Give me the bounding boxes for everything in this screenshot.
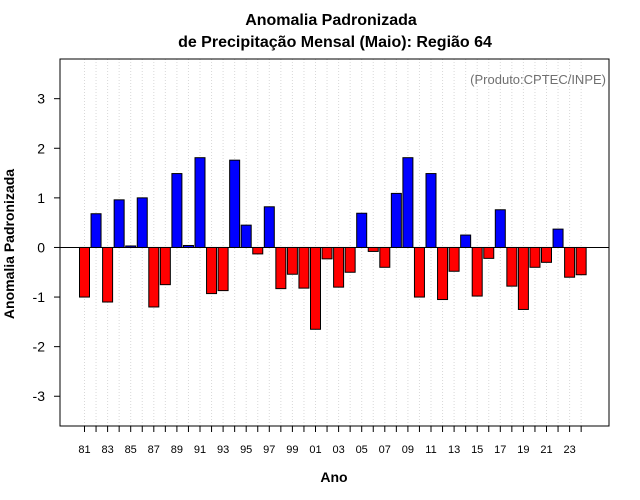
bar-88 xyxy=(159,246,171,286)
bar-82 xyxy=(90,213,102,248)
y-tick-label: -3 xyxy=(33,388,46,404)
bar-11 xyxy=(425,173,437,248)
bar-94 xyxy=(229,159,241,248)
x-tick-label: 09 xyxy=(402,444,414,456)
y-axis-label: Anomalia Padronizada xyxy=(1,169,17,319)
credit-text: (Produto:CPTEC/INPE) xyxy=(470,72,606,87)
x-tick-label: 85 xyxy=(125,444,137,456)
x-axis: 81 83 85 87 89 91 93 95 97 99 01 03 05 07 09 11 13 15 17 19… xyxy=(78,426,582,456)
y-tick-label: -2 xyxy=(33,339,46,355)
bar-08 xyxy=(390,192,402,248)
x-tick-label: 93 xyxy=(217,444,229,456)
bar-99 xyxy=(286,246,298,275)
bar-87 xyxy=(148,246,160,308)
x-tick-label: 23 xyxy=(563,444,575,456)
bar-19 xyxy=(517,246,529,310)
bar-09 xyxy=(402,157,414,248)
y-tick-label: -1 xyxy=(33,289,46,305)
bar-00 xyxy=(298,246,310,289)
bar-21 xyxy=(541,246,552,263)
bar-15 xyxy=(471,246,483,297)
bar-04 xyxy=(344,246,356,273)
bar-22 xyxy=(552,228,564,248)
x-tick-label: 19 xyxy=(517,444,529,456)
bar-07 xyxy=(379,246,391,268)
y-tick-label: 3 xyxy=(37,91,45,107)
bar-10 xyxy=(413,246,425,298)
bar-93 xyxy=(217,246,229,292)
x-tick-label: 81 xyxy=(78,444,90,456)
bar-90 xyxy=(182,244,194,248)
grid-lines xyxy=(84,59,582,426)
bar-02 xyxy=(321,246,333,260)
bar-95 xyxy=(240,224,252,248)
x-tick-label: 15 xyxy=(471,444,483,456)
bar-84 xyxy=(113,199,125,248)
bar-18 xyxy=(506,246,518,287)
bar-24 xyxy=(575,246,587,276)
x-tick-label: 97 xyxy=(263,444,275,456)
x-axis-label: Ano xyxy=(320,469,347,485)
y-axis: -3 -2 -1 0 1 2 3 xyxy=(33,91,60,404)
y-tick-label: 1 xyxy=(37,190,45,206)
y-tick-label: 2 xyxy=(37,140,45,156)
x-tick-label: 11 xyxy=(425,444,436,456)
x-tick-label: 95 xyxy=(240,444,252,456)
y-tick-label: 0 xyxy=(37,239,45,255)
bar-16 xyxy=(483,246,495,259)
x-tick-label: 05 xyxy=(356,444,368,456)
x-tick-label: 99 xyxy=(286,444,298,456)
bar-89 xyxy=(171,173,183,248)
bar-05 xyxy=(356,212,368,248)
x-tick-label: 01 xyxy=(309,444,321,456)
x-tick-label: 91 xyxy=(194,444,206,456)
bar-17 xyxy=(494,209,506,248)
bar-12 xyxy=(437,246,449,301)
bar-03 xyxy=(333,246,345,288)
chart-title-line1: Anomalia Padronizada xyxy=(245,12,417,29)
bar-92 xyxy=(206,246,218,295)
x-tick-label: 13 xyxy=(448,444,460,456)
x-tick-label: 17 xyxy=(494,444,506,456)
bar-96 xyxy=(252,246,264,255)
bar-91 xyxy=(194,157,206,248)
chart-title-line2: de Precipitação Mensal (Maio): Região 64 xyxy=(178,34,492,51)
x-tick-label: 89 xyxy=(171,444,183,456)
bar-98 xyxy=(275,246,287,290)
x-tick-label: 07 xyxy=(379,444,391,456)
x-tick-label: 03 xyxy=(332,444,344,456)
plot-frame xyxy=(59,58,610,427)
bar-85 xyxy=(125,245,137,248)
bar-01 xyxy=(310,246,321,330)
x-tick-label: 21 xyxy=(540,444,552,456)
bar-83 xyxy=(102,246,114,303)
bar-86 xyxy=(136,197,148,248)
bar-06 xyxy=(367,246,379,252)
x-tick-label: 83 xyxy=(101,444,113,456)
bar-13 xyxy=(448,246,460,272)
bar-23 xyxy=(564,246,576,278)
bars xyxy=(79,157,587,330)
x-tick-label: 87 xyxy=(148,444,160,456)
bar-97 xyxy=(263,206,275,248)
bar-81 xyxy=(79,246,90,298)
bar-20 xyxy=(529,246,541,268)
bar-14 xyxy=(460,234,472,248)
